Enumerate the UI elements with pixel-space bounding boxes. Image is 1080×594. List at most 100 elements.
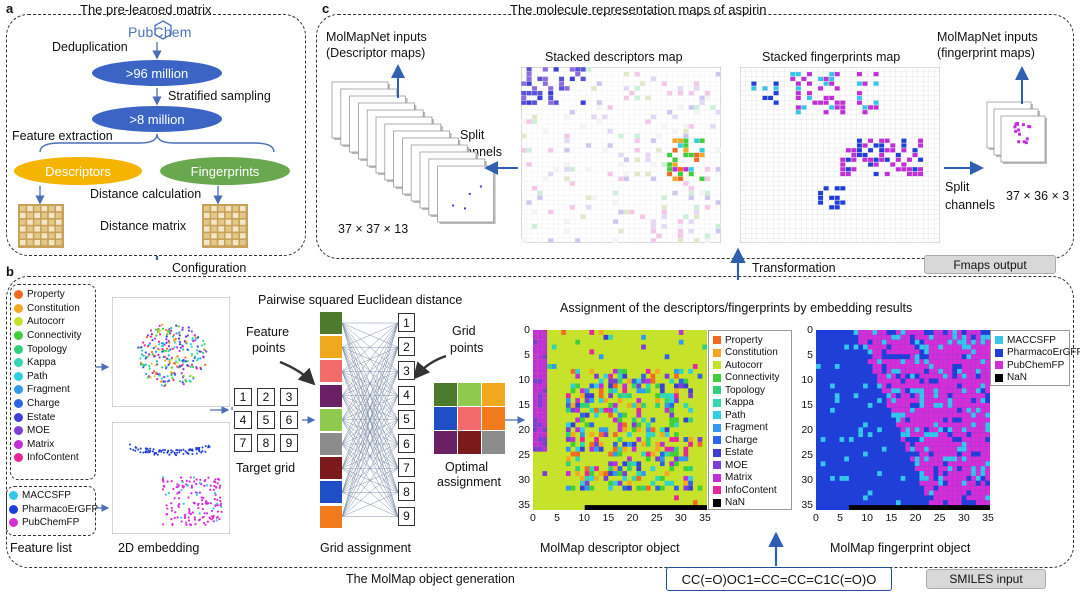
fp-object-cell	[952, 437, 958, 442]
panel-c-frame	[316, 14, 1074, 259]
descriptors-pill-text: Descriptors	[45, 163, 111, 179]
fp-object-cell	[877, 373, 882, 379]
fingerprints-pill: Fingerprints	[160, 157, 290, 185]
embedding-point	[178, 340, 181, 343]
fp-object-cell	[858, 427, 864, 433]
desc-object-cell	[697, 373, 703, 379]
distance-calc-label: Distance calculation	[90, 187, 202, 201]
desc-object-cell	[627, 485, 632, 491]
split2-label-1: Split	[945, 180, 970, 194]
fp-object-cell	[924, 349, 929, 355]
desc-map-cell	[531, 86, 538, 91]
embedding-point	[151, 339, 154, 342]
fp-object-cell	[952, 480, 958, 486]
smiles-input-button[interactable]: SMILES input	[926, 569, 1046, 589]
embedding-point	[175, 324, 178, 327]
desc-object-cell	[570, 407, 576, 413]
fp-object-cell	[881, 378, 887, 384]
desc-object-cell	[537, 344, 543, 350]
fp-map-cell	[834, 86, 840, 91]
desc-map-cell	[683, 143, 689, 148]
embedding-fp-plot	[112, 422, 230, 534]
embedding-point	[188, 509, 191, 513]
fp-object-cell	[919, 344, 925, 350]
optimal-grid-cell	[482, 407, 505, 430]
descriptor-legend-label: Topology	[27, 343, 68, 355]
embedding-point	[174, 337, 177, 341]
desc-map-legend-item: Kappa	[713, 397, 787, 410]
embedding-point	[194, 335, 197, 339]
descriptor-legend-swatch	[14, 317, 23, 327]
fp-object-cell	[933, 354, 939, 360]
descriptor-legend-item: Connectivity	[14, 329, 81, 343]
desc-object-cell	[584, 388, 590, 394]
desc-map-legend-label: Topology	[725, 384, 766, 396]
desc-object-cell	[575, 407, 581, 413]
desc-map-legend-item: Property	[713, 334, 787, 347]
fp-map-cell	[856, 152, 862, 158]
fp-object-cell	[957, 422, 962, 428]
desc-object-cell	[580, 427, 585, 433]
desc-map-cell	[591, 86, 597, 91]
fp-object-cell	[938, 344, 943, 350]
desc-object-cell	[542, 432, 548, 438]
fp-object-cell	[924, 407, 929, 413]
descriptor-legend-label: Fragment	[27, 384, 70, 396]
desc-object-cell	[589, 466, 595, 472]
desc-map-legend-label: MOE	[725, 459, 748, 471]
dm-cell	[34, 212, 40, 218]
desc-map-cell	[661, 209, 667, 215]
target-grid-cell: 3	[280, 388, 298, 406]
desc-map-cell	[553, 100, 559, 106]
fp-object-cell	[947, 427, 953, 433]
optimal-grid-cell	[482, 383, 505, 406]
sheet-pixel	[464, 207, 467, 210]
desc-object-cell	[683, 383, 689, 389]
fp-object-cell	[961, 451, 967, 457]
embedding-point	[161, 488, 165, 491]
fp-object-cell	[928, 480, 934, 486]
fp-object-cell	[877, 330, 882, 335]
fp-object-cell	[924, 368, 929, 374]
fmaps-output-button[interactable]: Fmaps output	[924, 255, 1056, 274]
fp-object-cell	[966, 412, 972, 418]
embedding-point	[163, 375, 166, 379]
fp-object-cell	[938, 446, 943, 452]
fp-object-cell	[961, 490, 967, 496]
fp-object-cell	[858, 330, 864, 335]
desc-map-cell	[666, 162, 673, 167]
desc-map-cell	[634, 95, 640, 101]
dm-cell	[225, 206, 232, 212]
embedding-point	[157, 353, 160, 356]
fp-object-cell	[957, 393, 962, 399]
dm-cell	[211, 206, 217, 212]
fp-object-cell	[928, 490, 934, 496]
fp-object-cell	[895, 344, 901, 350]
embedding-point	[170, 518, 173, 521]
desc-object-cell	[542, 398, 548, 403]
embedding-point	[172, 487, 175, 491]
fp-map-legend-item: NaN	[995, 372, 1065, 385]
fp-object-legend: MACCSFP PharmacoErGFP PubChemFP NaN	[990, 330, 1080, 386]
embedding-point	[202, 496, 205, 499]
fp-map-cell	[890, 162, 896, 167]
fp-object-cell	[961, 471, 967, 476]
fp-map-cell	[856, 72, 862, 77]
fp-map-cell	[868, 138, 874, 143]
fp-object-cell	[971, 364, 976, 369]
smiles-input-box[interactable]: CC(=O)OC1=CC=CC=C1C(=O)O	[666, 567, 892, 591]
fp-object-cell	[942, 471, 948, 476]
fp-object-cell	[900, 407, 906, 413]
fp-object-cell	[924, 388, 929, 394]
desc-object-cell	[641, 344, 646, 350]
grid-point-cell: 1	[398, 313, 415, 332]
fp-object-cell	[863, 495, 868, 501]
embedding-point	[152, 370, 156, 373]
dm-cell	[240, 206, 246, 212]
desc-object-cell	[674, 495, 679, 501]
fp-object-cell	[914, 349, 920, 355]
embedding-point	[146, 334, 149, 337]
fp-object-cell	[933, 466, 939, 472]
fp-object-cell	[919, 466, 925, 472]
fp-map-cell	[823, 81, 829, 86]
